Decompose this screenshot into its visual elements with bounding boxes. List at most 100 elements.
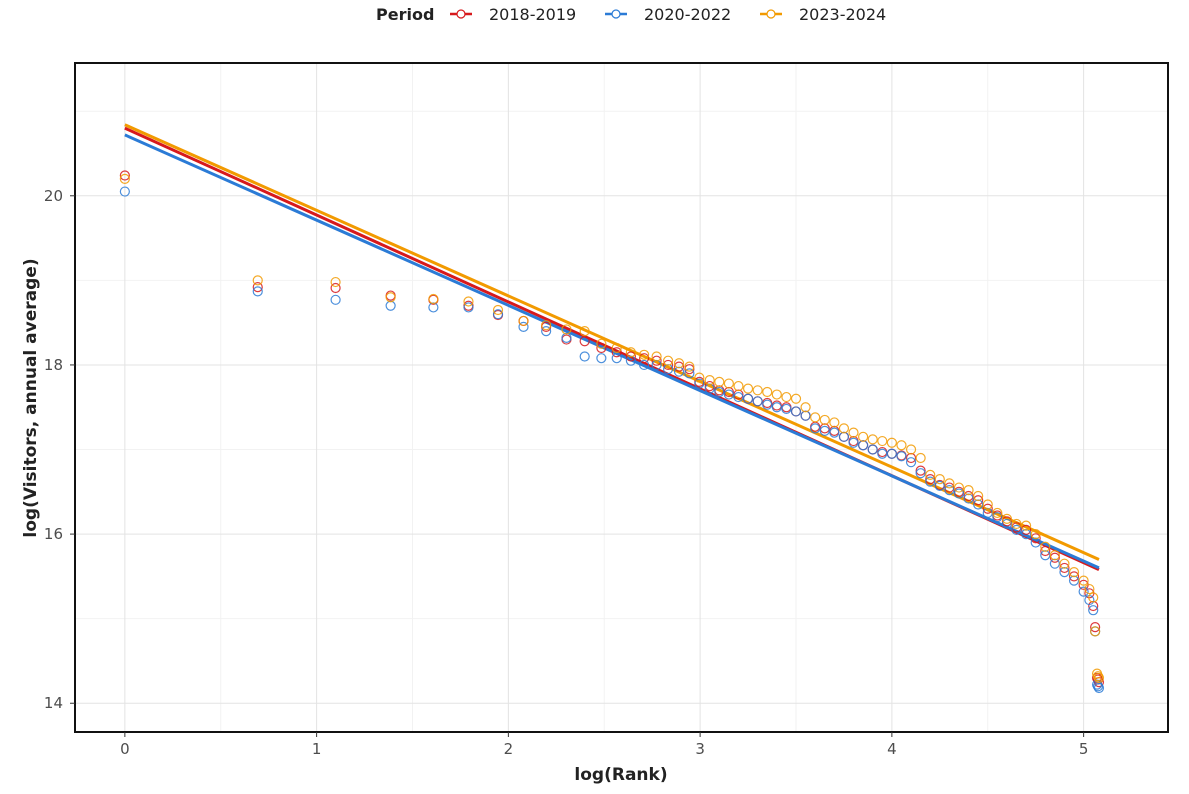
point-2018-2019 [119,170,130,181]
point-2023-2024 [915,452,926,464]
point-2023-2024 [330,276,341,288]
point-2023-2024 [1092,671,1104,682]
point-2020-2022 [733,391,744,403]
point-2020-2022 [694,378,705,389]
point-2023-2024 [723,378,734,389]
point-2023-2024 [752,385,763,396]
point-2023-2024 [1040,541,1051,552]
point-2020-2022 [781,403,792,415]
axis-ticks: 0 1 2 3 4 5 14 16 18 20 [44,187,1088,758]
point-2018-2019 [639,353,650,364]
point-2023-2024 [684,361,695,372]
point-2020-2022 [934,480,945,491]
point-2023-2024 [953,482,965,493]
legend-label: 2023-2024 [799,5,886,24]
point-2023-2024 [1084,583,1095,595]
point-2020-2022 [252,286,263,297]
point-2023-2024 [982,499,993,510]
point-2020-2022 [596,353,607,364]
point-2020-2022 [330,294,341,305]
point-2023-2024 [673,358,685,369]
x-tick-label: 0 [120,740,130,758]
legend-title: Period [376,5,434,24]
point-2018-2019 [1030,533,1041,544]
point-2023-2024 [428,293,439,305]
point-2020-2022 [858,440,869,451]
point-2018-2019 [1090,622,1101,633]
y-tick-label: 18 [44,356,63,374]
point-2023-2024 [579,326,590,337]
point-2023-2024 [1078,575,1089,586]
point-2023-2024 [762,386,773,398]
y-axis-title: log(Visitors, annual average) [21,258,41,537]
point-2020-2022 [119,186,130,197]
point-2023-2024 [1030,528,1041,540]
point-2023-2024 [790,393,802,404]
point-2018-2019 [1059,562,1070,574]
point-2023-2024 [625,347,636,358]
legend: Period 2018-2019 2020-2022 2023-2024 [376,5,886,24]
point-2018-2019 [1040,545,1051,557]
point-2023-2024 [611,342,622,354]
point-2023-2024 [704,375,715,386]
point-2023-2024 [1059,558,1070,569]
point-2020-2022 [771,402,782,413]
point-2018-2019 [330,282,341,294]
point-2023-2024 [771,389,782,400]
x-tick-label: 3 [695,740,705,758]
point-2023-2024 [518,315,529,327]
point-2023-2024 [867,434,878,445]
point-2020-2022 [385,300,396,311]
x-tick-label: 4 [887,740,897,758]
point-2020-2022 [1049,558,1060,569]
x-axis-title: log(Rank) [574,765,667,785]
point-2023-2024 [742,383,754,394]
legend-label: 2018-2019 [489,5,576,24]
point-2020-2022 [848,437,859,448]
point-2020-2022 [810,423,821,434]
legend-key-point [766,9,776,19]
point-2018-2019 [1011,522,1022,533]
point-2020-2022 [579,351,590,362]
point-2020-2022 [684,368,695,379]
point-2023-2024 [838,423,850,434]
point-2023-2024 [925,469,936,480]
point-2023-2024 [896,440,907,451]
point-2020-2022 [992,512,1003,523]
point-2018-2019 [252,282,263,293]
point-2023-2024 [848,427,859,438]
point-2023-2024 [463,296,474,307]
point-2023-2024 [934,474,945,485]
point-2023-2024 [858,431,869,442]
point-2020-2022 [905,457,917,468]
point-2020-2022 [829,427,840,438]
point-2020-2022 [925,476,936,487]
point-2020-2022 [790,406,802,417]
point-2020-2022 [867,444,878,455]
point-2020-2022 [518,321,529,332]
point-2023-2024 [1011,518,1022,530]
point-2023-2024 [694,372,705,383]
point-2023-2024 [662,355,674,366]
point-2023-2024 [1090,626,1101,637]
y-tick-label: 14 [44,694,63,712]
point-2023-2024 [714,376,725,387]
point-2023-2024 [1021,520,1032,531]
legend-label: 2020-2022 [644,5,731,24]
y-tick-label: 16 [44,525,63,543]
point-2023-2024 [886,437,897,448]
point-2023-2024 [800,402,811,413]
point-2020-2022 [1088,605,1099,616]
point-2018-2019 [625,351,636,362]
point-2023-2024 [651,351,662,362]
point-2018-2019 [973,495,984,506]
point-2018-2019 [982,503,993,514]
fit-line-2023-2024 [124,123,1100,561]
point-2020-2022 [896,451,907,462]
point-2020-2022 [714,386,725,398]
point-2020-2022 [492,309,504,320]
point-2018-2019 [651,355,662,366]
point-2023-2024 [1049,550,1060,561]
